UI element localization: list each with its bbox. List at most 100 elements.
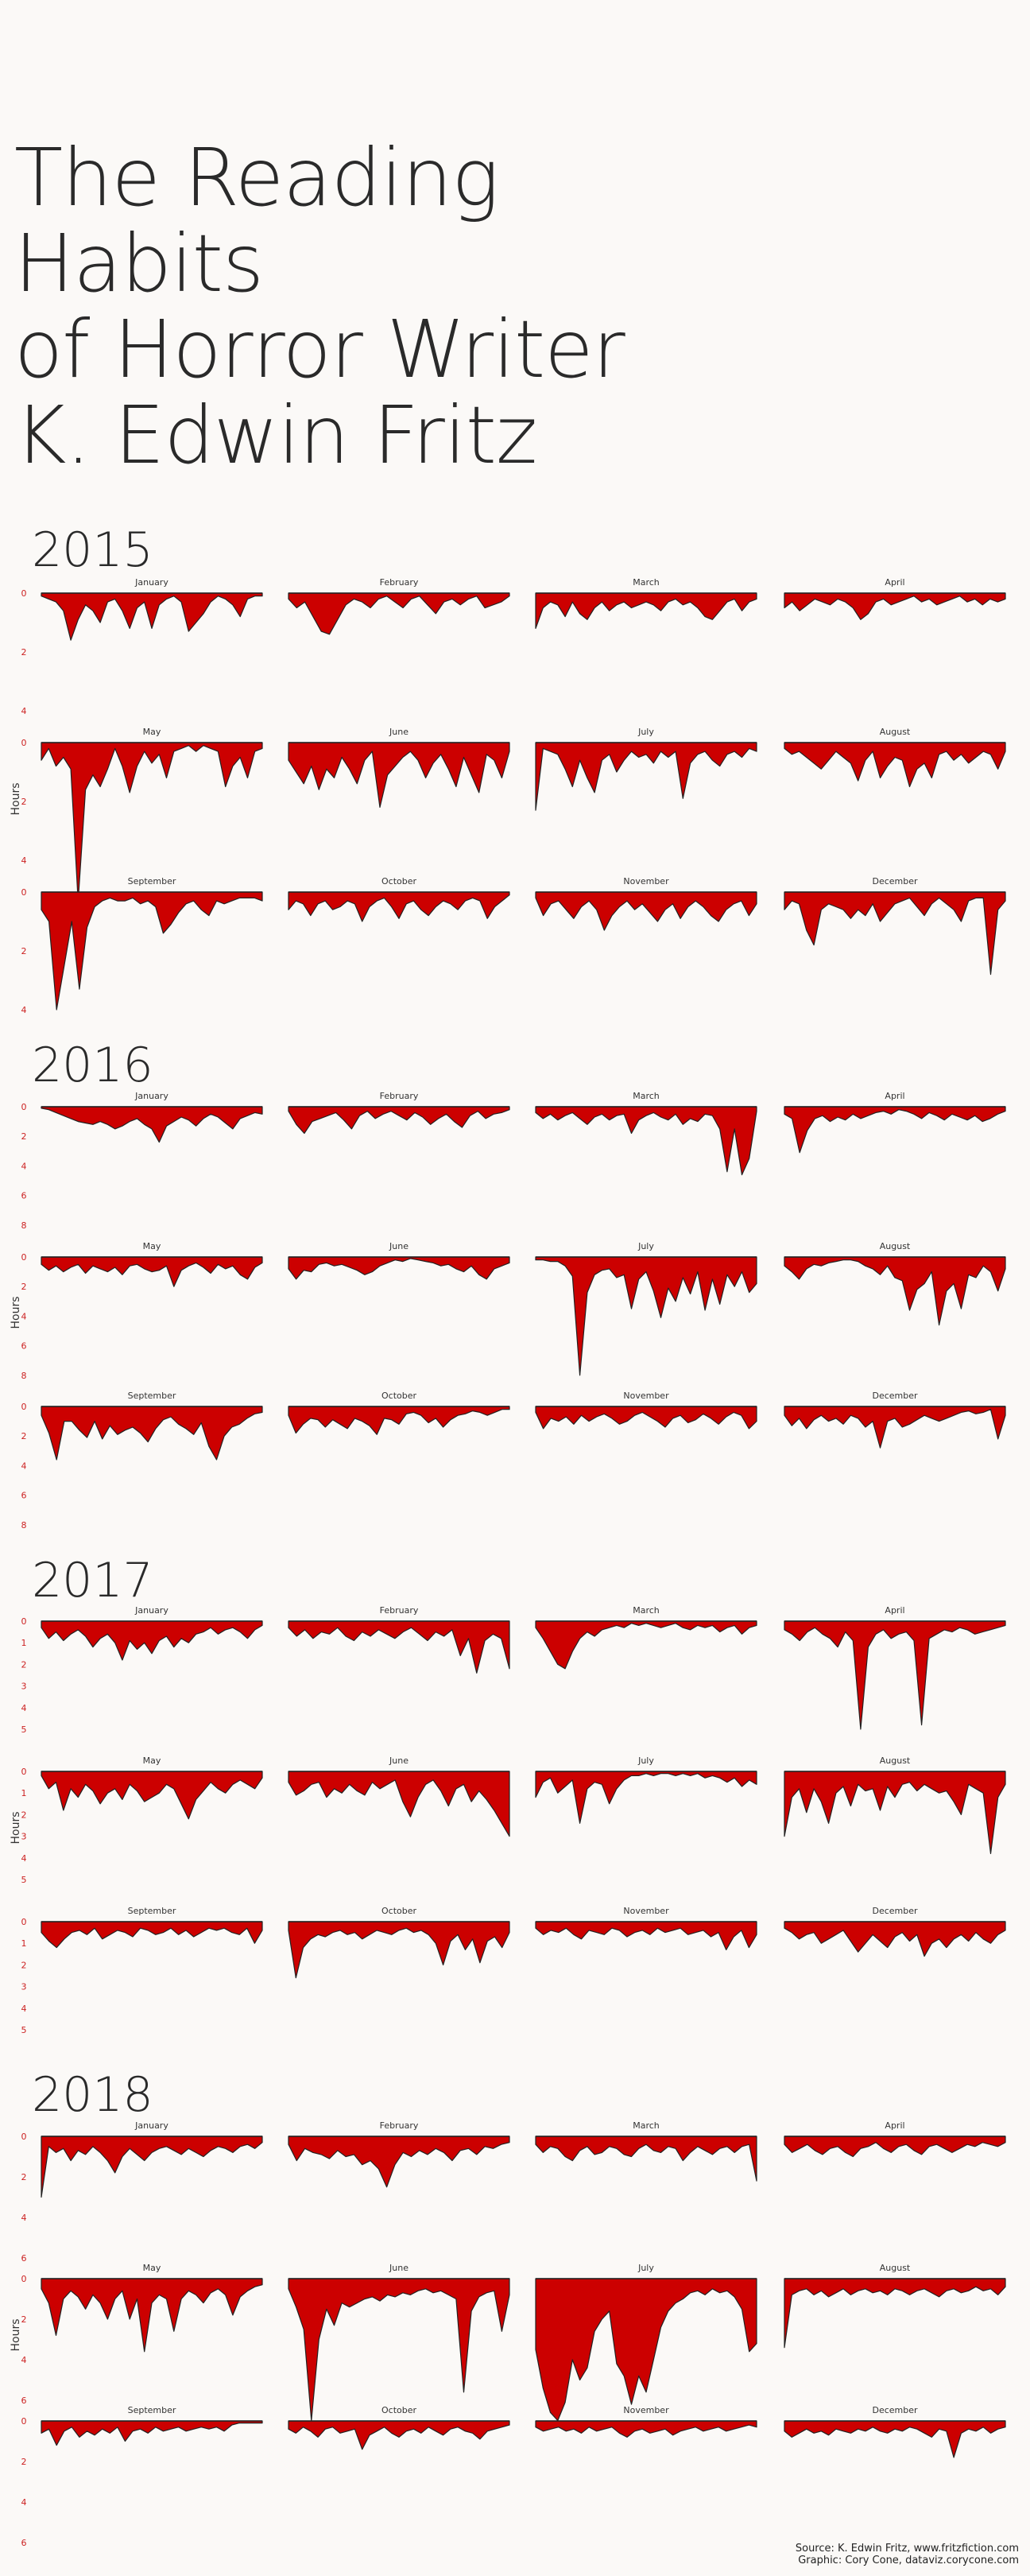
month-panel: April: [784, 1091, 1006, 1154]
month-panel: December: [784, 1906, 1006, 1957]
month-label: January: [134, 1091, 168, 1101]
y-tick-label: 2: [21, 647, 27, 658]
reading-hours-area: [41, 2136, 263, 2198]
month-label: August: [880, 1241, 911, 1251]
reading-hours-area: [535, 1921, 757, 1950]
reading-hours-area: [535, 1106, 757, 1176]
y-tick-label: 0: [21, 738, 27, 748]
source-line: Source: K. Edwin Fritz, www.fritzfiction…: [795, 2543, 1019, 2555]
y-tick-label: 2: [21, 1131, 27, 1142]
month-panel: December: [784, 1391, 1006, 1449]
y-tick-label: 4: [21, 2355, 27, 2365]
y-tick-label: 0: [21, 1616, 27, 1627]
month-label: April: [885, 1091, 904, 1101]
y-tick-label: 6: [21, 2538, 27, 2548]
month-panel: June: [288, 727, 510, 808]
y-tick-label: 6: [21, 2396, 27, 2406]
month-label: August: [880, 2263, 911, 2273]
y-tick-label: 2: [21, 946, 27, 956]
month-label: November: [623, 1391, 669, 1401]
year-heading: 2015: [32, 522, 153, 578]
y-tick-label: 4: [21, 855, 27, 866]
month-panel: February: [288, 2120, 510, 2188]
y-tick-label: 2: [21, 1431, 27, 1441]
y-tick-label: 1: [21, 1938, 27, 1949]
reading-hours-area: [41, 1106, 263, 1143]
year-heading: 2017: [32, 1553, 153, 1608]
month-panel: May: [41, 1755, 263, 1820]
reading-hours-area: [41, 742, 263, 902]
reading-hours-area: [41, 1771, 263, 1820]
y-tick-label: 2: [21, 1810, 27, 1820]
month-panel: February: [288, 1091, 510, 1135]
month-panel: April: [784, 2120, 1006, 2158]
reading-hours-area: [288, 742, 510, 808]
month-panel: June: [288, 2263, 510, 2422]
reading-hours-area: [41, 2278, 263, 2353]
y-tick-label: 0: [21, 2132, 27, 2142]
month-label: February: [380, 577, 419, 588]
reading-hours-area: [288, 1106, 510, 1135]
month-label: November: [623, 876, 669, 886]
month-panel: August: [784, 1241, 1006, 1326]
month-label: February: [380, 1605, 419, 1616]
reading-hours-area: [288, 1256, 510, 1280]
reading-hours-area: [784, 1771, 1006, 1854]
y-tick-label: 2: [21, 2172, 27, 2182]
month-panel: August: [784, 2263, 1006, 2349]
reading-hours-area: [41, 1921, 263, 1949]
y-tick-label: 4: [21, 2004, 27, 2014]
reading-hours-area: [784, 2136, 1006, 2158]
reading-hours-area: [41, 1620, 263, 1661]
y-tick-label: 0: [21, 1767, 27, 1777]
reading-hours-area: [784, 891, 1006, 976]
month-panel: March: [535, 2120, 757, 2182]
reading-hours-area: [41, 1256, 263, 1287]
reading-hours-area: [535, 1620, 757, 1670]
y-tick-label: 1: [21, 1788, 27, 1798]
month-label: October: [381, 1391, 416, 1401]
month-panel: August: [784, 1755, 1006, 1854]
month-panel: June: [288, 1241, 510, 1280]
month-label: November: [623, 2405, 669, 2415]
month-label: August: [880, 727, 911, 737]
month-panel: June: [288, 1755, 510, 1837]
month-label: October: [381, 876, 416, 886]
source-credit: Source: K. Edwin Fritz, www.fritzfiction…: [796, 2543, 1019, 2566]
y-tick-label: 4: [21, 1311, 27, 1321]
reading-hours-area: [41, 592, 263, 641]
reading-hours-area: [535, 2278, 757, 2422]
month-panel: April: [784, 577, 1006, 620]
y-tick-label: 4: [21, 2213, 27, 2223]
month-panel: May: [41, 2263, 263, 2353]
month-label: June: [389, 1241, 409, 1251]
year-heading: 2016: [32, 1038, 153, 1093]
y-tick-label: 6: [21, 1491, 27, 1501]
month-label: February: [380, 2120, 419, 2131]
reading-hours-area: [288, 1406, 510, 1435]
month-panel: May: [41, 1241, 263, 1287]
y-tick-label: 5: [21, 2025, 27, 2035]
month-label: November: [623, 1906, 669, 1916]
month-label: April: [885, 2120, 904, 2131]
month-label: May: [143, 2263, 161, 2273]
y-tick-label: 8: [21, 1520, 27, 1530]
y-tick-label: 0: [21, 1102, 27, 1112]
y-tick-label: 2: [21, 1960, 27, 1970]
reading-hours-area: [784, 742, 1006, 788]
month-panel: March: [535, 1605, 757, 1670]
reading-hours-area: [288, 592, 510, 635]
y-tick-label: 4: [21, 706, 27, 716]
month-label: May: [143, 1755, 161, 1766]
y-tick-label: 5: [21, 1724, 27, 1735]
y-axis-label: Hours: [10, 1811, 22, 1844]
month-label: January: [134, 577, 168, 588]
month-panel: July: [535, 2263, 757, 2422]
month-label: May: [143, 1241, 161, 1251]
month-panel: October: [288, 2405, 510, 2450]
month-panel: September: [41, 2405, 263, 2446]
month-panel: September: [41, 876, 263, 1011]
month-label: August: [880, 1755, 911, 1766]
reading-hours-area: [784, 1921, 1006, 1957]
